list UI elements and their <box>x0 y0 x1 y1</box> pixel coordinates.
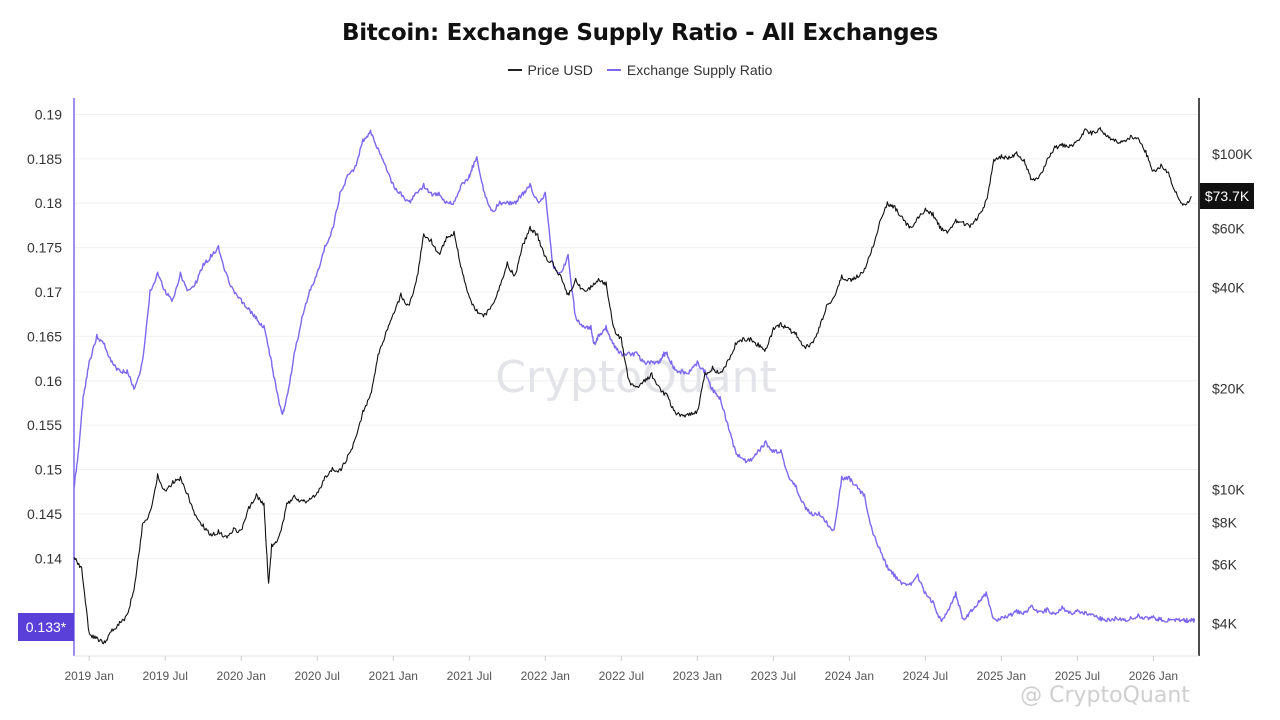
right-tick-label: $40K <box>1212 279 1245 295</box>
legend: Price USD Exchange Supply Ratio <box>0 62 1280 78</box>
x-tick-label: 2022 Jul <box>599 669 644 683</box>
x-tick-label: 2020 Jan <box>217 669 266 683</box>
x-tick-label: 2024 Jan <box>825 669 874 683</box>
legend-swatch-price <box>507 69 522 71</box>
x-tick-label: 2021 Jan <box>369 669 418 683</box>
x-tick-label: 2025 Jul <box>1055 669 1100 683</box>
left-axis-ticks: 0.19 0.185 0.18 0.175 0.17 0.165 0.16 0.155 0.15… <box>27 106 62 566</box>
right-tick-label: $4K <box>1212 615 1238 631</box>
x-tick-label: 2022 Jan <box>521 669 570 683</box>
x-tick-label: 2025 Jan <box>977 669 1026 683</box>
current-ratio-badge-bg <box>18 613 74 641</box>
right-tick-label: $10K <box>1212 482 1245 498</box>
legend-item-price[interactable]: Price USD <box>507 62 593 78</box>
legend-label-price: Price USD <box>527 62 593 78</box>
right-axis-ticks: $100K $60K $40K $20K $10K $8K $6K $4K <box>1212 146 1253 632</box>
x-tick-label: 2019 Jan <box>65 669 114 683</box>
x-axis-ticks: 2019 Jan 2019 Jul 2020 Jan 2020 Jul 2021 Jan… <box>65 656 1178 683</box>
x-tick-label: 2019 Jul <box>143 669 188 683</box>
legend-item-ratio[interactable]: Exchange Supply Ratio <box>606 62 773 78</box>
grid-lines <box>74 113 1199 559</box>
right-tick-label: $60K <box>1212 220 1245 236</box>
left-tick-label: 0.185 <box>27 151 62 167</box>
left-tick-label: 0.165 <box>27 328 62 344</box>
left-tick-label: 0.15 <box>35 462 62 478</box>
current-ratio-badge: 0.133* <box>18 613 74 641</box>
chart-title: Bitcoin: Exchange Supply Ratio - All Exc… <box>341 20 939 46</box>
current-price-badge-bg <box>1200 183 1254 209</box>
left-tick-label: 0.17 <box>35 284 62 300</box>
left-tick-label: 0.16 <box>35 373 62 389</box>
left-tick-label: 0.18 <box>35 195 62 211</box>
left-tick-label: 0.175 <box>27 240 62 256</box>
x-tick-label: 2026 Jan <box>1129 669 1178 683</box>
current-price-value: $73.7K <box>1205 188 1250 204</box>
left-tick-label: 0.19 <box>35 106 62 122</box>
series-line-exchange-supply-ratio <box>73 129 1196 624</box>
left-tick-label: 0.155 <box>27 417 62 433</box>
current-ratio-value: 0.133* <box>26 619 67 635</box>
right-tick-label: $6K <box>1212 556 1238 572</box>
cryptoquant-watermark: CryptoQuant <box>495 352 777 403</box>
x-tick-label: 2021 Jul <box>447 669 492 683</box>
x-tick-label: 2020 Jul <box>295 669 340 683</box>
right-tick-label: $100K <box>1212 146 1253 162</box>
footer-watermark: @ CryptoQuant <box>1020 683 1190 708</box>
left-tick-label: 0.14 <box>35 550 62 566</box>
x-tick-label: 2023 Jan <box>673 669 722 683</box>
series-line-price-usd <box>73 127 1192 645</box>
current-price-badge: $73.7K <box>1200 183 1254 209</box>
right-tick-label: $20K <box>1212 381 1245 397</box>
left-tick-label: 0.145 <box>27 506 62 522</box>
right-tick-label: $8K <box>1212 514 1238 530</box>
x-tick-label: 2023 Jul <box>751 669 796 683</box>
x-tick-label: 2024 Jul <box>903 669 948 683</box>
legend-label-ratio: Exchange Supply Ratio <box>626 62 773 78</box>
legend-swatch-ratio <box>606 69 621 71</box>
